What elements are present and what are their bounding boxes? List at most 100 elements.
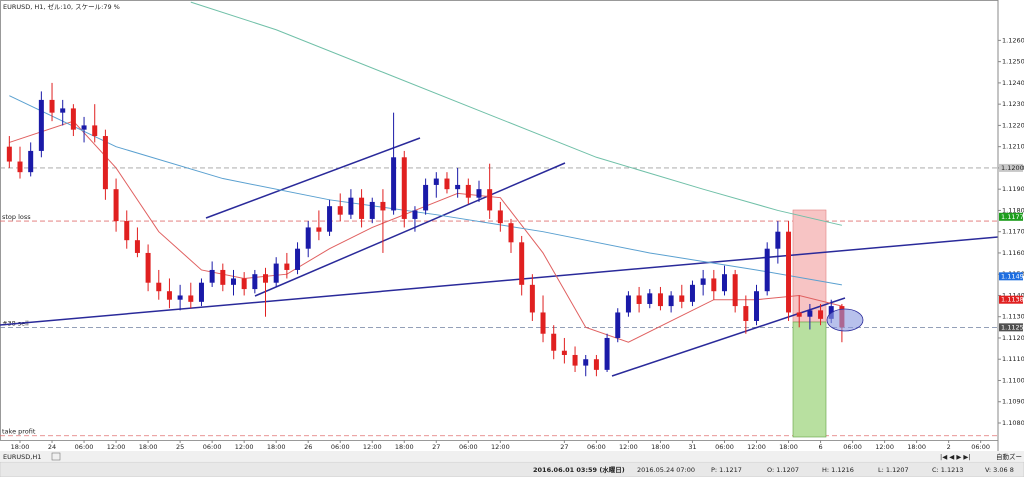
candle-body: [134, 240, 140, 253]
x-tick-label: 2: [947, 443, 951, 451]
candle-body: [604, 337, 610, 370]
candle-body: [796, 312, 802, 317]
candle-body: [327, 206, 333, 232]
price-marker-label: 1.1177: [1001, 213, 1024, 221]
x-tick-label: 12:00: [235, 443, 254, 451]
trend-line: [205, 137, 421, 219]
x-tick-label: 27: [432, 443, 440, 451]
status-high: H: 1.1216: [822, 466, 854, 474]
candle-body: [369, 201, 375, 219]
candle-body: [508, 223, 514, 243]
candle-body: [70, 108, 76, 130]
candle-body: [818, 310, 824, 319]
x-tick-label: 06:00: [203, 443, 222, 451]
candle-body: [647, 293, 653, 304]
candle-body: [252, 274, 258, 290]
y-tick-label: 1.1080: [1002, 419, 1024, 427]
status-bar-time: 2016.05.24 07:00: [637, 466, 695, 474]
candle-body: [551, 333, 557, 351]
candle-body: [593, 359, 599, 370]
candle-body: [679, 295, 685, 302]
price-marker: [999, 212, 1023, 221]
status-bar: [0, 461, 1024, 478]
candle-body: [92, 125, 98, 137]
candle-body: [487, 189, 493, 211]
candle-body: [145, 252, 151, 283]
candle-body: [6, 146, 12, 162]
x-tick-label: 12:00: [875, 443, 894, 451]
y-tick-label: 1.1190: [1002, 185, 1024, 193]
price-marker: [999, 272, 1023, 281]
toolbar-arrows[interactable]: |◀ ◀ ▶ ▶|: [940, 453, 971, 461]
status-time: 2016.06.01 03:59 (水曜日): [533, 465, 625, 474]
candle-body: [657, 293, 663, 307]
x-tick-label: 12:00: [491, 443, 510, 451]
y-tick-label: 1.1260: [1002, 36, 1024, 44]
candle-body: [689, 284, 695, 302]
y-tick-label: 1.1120: [1002, 334, 1024, 342]
candle-body: [465, 184, 471, 198]
x-tick-label: 18:00: [11, 443, 30, 451]
candle-body: [295, 248, 301, 270]
candle-body: [401, 157, 407, 219]
level-label: stop loss: [2, 213, 31, 221]
candle-body: [124, 221, 130, 241]
price-marker: [999, 323, 1023, 332]
x-tick-label: 6: [818, 443, 822, 451]
tab-icon[interactable]: [51, 452, 61, 461]
x-tick-label: 18:00: [267, 443, 286, 451]
candle-body: [316, 227, 322, 232]
candle-body: [572, 354, 578, 366]
candle-body: [625, 295, 631, 313]
candle-body: [455, 184, 461, 190]
candle-body: [209, 269, 215, 283]
candle-body: [711, 278, 717, 292]
candle-body: [583, 359, 589, 366]
candle-body: [423, 184, 429, 211]
x-tick-label: 25: [176, 443, 184, 451]
candle-body: [529, 284, 535, 313]
trend-line: [254, 162, 566, 297]
x-tick-label: 06:00: [971, 443, 990, 451]
moving-average: [9, 95, 842, 286]
candle-body: [188, 295, 194, 302]
y-tick-label: 1.1160: [1002, 249, 1024, 257]
y-tick-label: 1.1240: [1002, 79, 1024, 87]
candle-body: [113, 189, 119, 222]
candle-body: [743, 306, 749, 321]
candle-body: [668, 295, 674, 307]
x-tick-label: 26: [304, 443, 312, 451]
candle-body: [284, 263, 290, 270]
x-tick-label: 18:00: [139, 443, 158, 451]
candle-body: [807, 310, 813, 317]
y-tick-label: 1.1230: [1002, 100, 1024, 108]
candle-body: [241, 278, 247, 290]
trend-line: [611, 297, 846, 377]
x-tick-label: 18:00: [395, 443, 414, 451]
y-tick-label: 1.1180: [1002, 206, 1024, 214]
candle-body: [17, 161, 23, 173]
candle-body: [433, 178, 439, 185]
candle-body: [348, 197, 354, 215]
candle-body: [102, 136, 108, 190]
y-tick-label: 1.1100: [1002, 376, 1024, 384]
x-tick-label: 18:00: [651, 443, 670, 451]
y-tick-label: 1.1090: [1002, 398, 1024, 406]
candle-body: [497, 210, 503, 224]
candle-body: [49, 99, 55, 113]
price-marker-label: 1.1125: [1001, 323, 1024, 331]
y-tick-label: 1.1210: [1002, 143, 1024, 151]
x-tick-label: 27: [560, 443, 568, 451]
candle-body: [700, 278, 706, 285]
chart-tab[interactable]: EURUSD,H1: [3, 453, 41, 461]
x-tick-label: 12:00: [619, 443, 638, 451]
candle-body: [273, 263, 279, 283]
candle-body: [721, 274, 727, 292]
x-tick-label: 06:00: [331, 443, 350, 451]
status-low: L: 1.1207: [878, 466, 909, 474]
chart-title: EURUSD, H1, ゼル:10, スケール:79 %: [3, 2, 120, 11]
y-tick-label: 1.1130: [1002, 313, 1024, 321]
auto-zoom[interactable]: 自動ズー: [996, 452, 1022, 461]
moving-average: [9, 120, 843, 343]
